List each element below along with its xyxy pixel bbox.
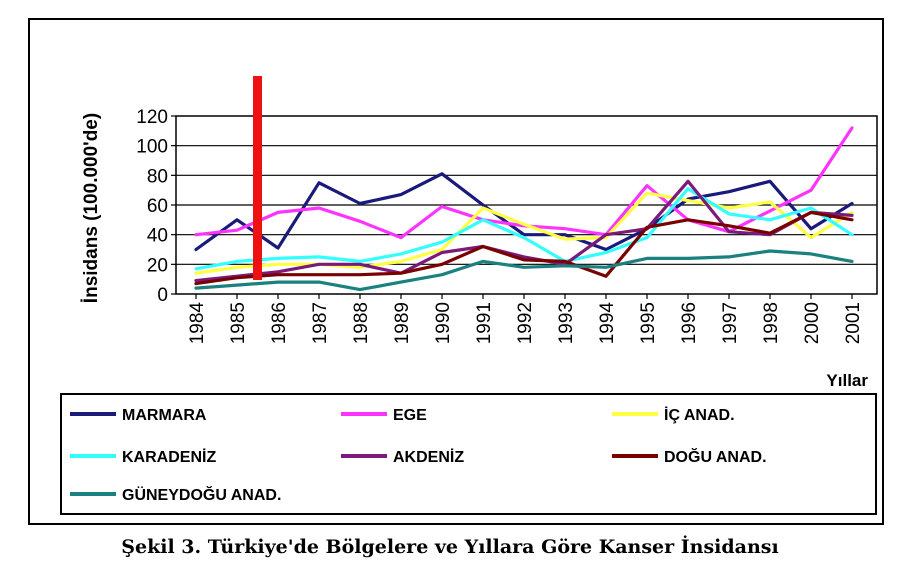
annotation-layer	[253, 76, 262, 280]
x-tick-label: 1985	[228, 302, 249, 344]
y-tick-label: 20	[147, 255, 168, 276]
series-line-3	[194, 191, 854, 275]
x-tick-labels: 1984 1985 1986 1987 1988 1989 1990 1991 1992 1993…	[187, 294, 864, 344]
x-tick-label: 1987	[310, 302, 331, 344]
series-lines	[194, 126, 854, 292]
x-tick-label: 1990	[433, 302, 454, 344]
y-tick-label: 120	[136, 107, 168, 128]
red-marker-bar	[253, 76, 262, 280]
y-tick-label: 60	[147, 196, 168, 217]
x-tick-label: 1997	[720, 302, 741, 344]
x-tick-label: 1989	[392, 302, 413, 344]
legend-label: MARMARA	[122, 407, 207, 424]
legend-label: AKDENİZ	[393, 448, 464, 466]
x-tick-label: 1986	[269, 302, 290, 344]
y-tick-label: 40	[147, 226, 168, 247]
series-line-5	[194, 179, 854, 283]
y-tick-label: 0	[157, 285, 168, 306]
x-tick-label: 1984	[187, 302, 208, 345]
y-tick-labels: 0 20 40 60 80 100 120	[136, 107, 168, 306]
legend-label: İÇ ANAD.	[664, 406, 735, 424]
x-tick-label: 2001	[843, 302, 864, 344]
legend-label: EGE	[393, 407, 427, 424]
x-tick-label: 1992	[515, 302, 536, 344]
y-tick-label: 80	[147, 166, 168, 187]
legend-label: KARADENİZ	[122, 448, 216, 466]
x-tick-label: 1995	[638, 302, 659, 344]
y-axis-title: İnsidans (100.000'de)	[81, 113, 102, 303]
legend-label: GÜNEYDOĞU ANAD.	[122, 485, 281, 504]
x-tick-label: 1993	[556, 302, 577, 344]
x-tick-label: 2000	[802, 302, 823, 344]
y-tick-label: 100	[136, 137, 168, 158]
x-tick-label: 1996	[679, 302, 700, 344]
x-tick-label: 1988	[351, 302, 372, 344]
figure-caption: Şekil 3. Türkiye'de Bölgelere ve Yıllara…	[121, 536, 779, 558]
series-line-4	[194, 187, 854, 271]
x-tick-label: 1991	[474, 302, 495, 344]
x-tick-label: 1998	[761, 302, 782, 344]
series-line-6	[194, 210, 854, 286]
x-tick-label: 1994	[597, 302, 618, 345]
series-line-1	[194, 172, 854, 252]
x-axis-title: Yıllar	[826, 371, 868, 390]
series-line-7	[194, 249, 854, 292]
legend-box	[60, 393, 877, 515]
legend: MARMARA EGE İÇ ANAD. KARADENİZ AKDENİZ DOĞU A…	[70, 406, 767, 504]
legend-label: DOĞU ANAD.	[664, 447, 767, 466]
